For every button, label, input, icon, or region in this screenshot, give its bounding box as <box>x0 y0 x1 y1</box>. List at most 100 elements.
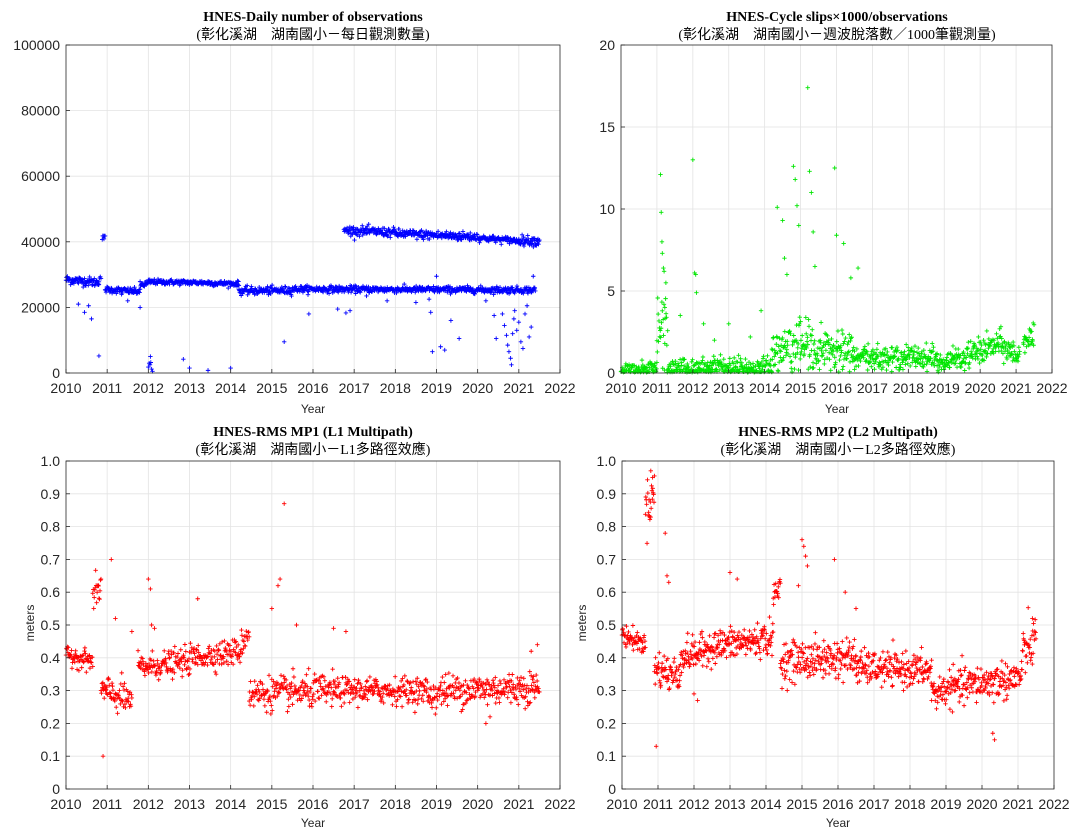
x-tick-label: 2020 <box>462 380 493 396</box>
data-point <box>934 706 939 711</box>
data-point <box>639 357 645 363</box>
data-point <box>811 672 816 677</box>
x-tick-label: 2010 <box>50 796 81 812</box>
data-point <box>518 339 524 345</box>
data-point <box>505 235 510 240</box>
data-point <box>520 346 526 351</box>
data-point <box>926 674 931 679</box>
data-point <box>780 218 785 223</box>
data-point <box>306 311 312 317</box>
data-point <box>290 666 296 671</box>
data-point <box>293 284 298 289</box>
data-point <box>663 280 669 285</box>
data-point <box>207 644 212 649</box>
data-point <box>129 629 135 634</box>
data-point <box>175 651 181 656</box>
data-point <box>421 237 426 242</box>
data-point <box>510 331 515 336</box>
data-point <box>422 684 427 689</box>
data-point <box>1019 667 1025 672</box>
data-point <box>841 364 846 369</box>
data-point <box>402 673 408 679</box>
y-tick-label: 80000 <box>21 103 60 119</box>
data-point <box>1023 670 1028 675</box>
data-point <box>237 660 243 665</box>
y-tick-label: 0 <box>607 365 615 381</box>
data-point <box>826 671 832 677</box>
data-point <box>799 655 805 660</box>
data-point <box>661 269 667 274</box>
data-point <box>856 363 861 369</box>
data-point <box>950 343 956 349</box>
y-tick-label: 60000 <box>21 168 60 184</box>
data-point <box>711 354 716 359</box>
data-point <box>435 229 441 234</box>
data-point <box>785 688 790 693</box>
data-point <box>484 677 490 683</box>
data-point <box>346 230 352 236</box>
data-point <box>69 648 74 653</box>
data-point <box>412 710 418 715</box>
data-point <box>809 190 814 195</box>
data-point <box>339 704 344 709</box>
data-point <box>776 344 781 349</box>
data-point <box>497 285 503 290</box>
data-point <box>865 367 870 373</box>
data-point <box>850 644 856 649</box>
axis-ticks: 2010 2011 2012 2013 2014 2015 2016 2017 2018 2019… <box>597 453 1070 812</box>
data-point <box>286 285 291 291</box>
data-point <box>355 705 361 710</box>
data-point <box>148 354 153 359</box>
data-point <box>456 680 462 686</box>
data-point <box>110 687 116 693</box>
data-point <box>799 537 805 542</box>
data-point <box>931 344 936 350</box>
data-point <box>73 648 78 654</box>
data-point <box>946 691 951 697</box>
data-point <box>283 284 288 290</box>
x-tick-label: 2019 <box>421 796 452 812</box>
data-point <box>343 629 349 634</box>
data-point <box>385 233 391 239</box>
data-point <box>236 283 242 288</box>
data-point <box>1020 648 1026 654</box>
x-tick-label: 2013 <box>714 796 745 812</box>
y-tick-label: 0 <box>52 781 60 797</box>
data-point <box>832 364 837 370</box>
data-point <box>413 283 419 289</box>
data-point <box>914 350 920 355</box>
data-point <box>109 557 114 562</box>
data-point <box>98 576 104 582</box>
data-point <box>834 641 840 646</box>
x-tick-label: 2014 <box>215 796 246 812</box>
y-tick-label: 0.6 <box>41 584 61 600</box>
data-point <box>658 172 663 177</box>
data-point <box>364 293 369 299</box>
data-point <box>655 295 660 301</box>
data-point <box>968 349 974 354</box>
data-point <box>364 678 370 683</box>
data-point <box>774 335 780 340</box>
data-point <box>884 367 889 373</box>
grid <box>66 461 560 789</box>
data-point <box>269 703 274 708</box>
data-point <box>800 641 805 647</box>
data-point <box>899 350 904 355</box>
data-point <box>983 348 988 353</box>
data-point <box>686 657 692 663</box>
data-point <box>516 702 521 707</box>
data-point <box>727 629 732 635</box>
data-point <box>992 737 997 742</box>
data-point <box>1010 358 1015 364</box>
x-tick-label: 2013 <box>174 380 205 396</box>
x-tick-label: 2014 <box>215 380 246 396</box>
y-tick-label: 0.3 <box>597 683 617 699</box>
data-point <box>645 490 651 496</box>
data-point <box>89 316 94 322</box>
data-point <box>774 342 779 347</box>
data-point <box>681 649 686 654</box>
data-point <box>648 468 653 474</box>
x-axis-label: Year <box>301 402 325 416</box>
data-point <box>700 354 706 360</box>
data-point <box>135 648 141 653</box>
